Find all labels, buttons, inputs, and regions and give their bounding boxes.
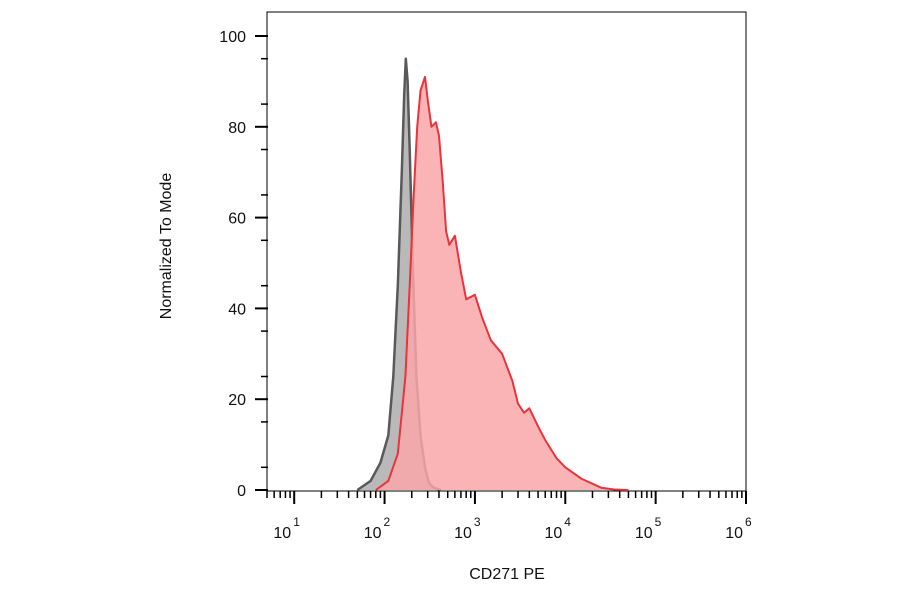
x-tick-label: 106: [725, 515, 752, 542]
series-1: [375, 75, 629, 491]
y-tick-label: 20: [228, 392, 246, 409]
x-tick-base: 10: [725, 525, 743, 542]
y-axis-title: Normalized To Mode: [158, 173, 175, 320]
x-tick-exponent: 3: [474, 515, 481, 529]
x-tick-exponent: 6: [745, 515, 752, 529]
x-tick-exponent: 4: [564, 515, 571, 529]
x-tick-exponent: 2: [384, 515, 391, 529]
y-tick-label: 80: [228, 120, 246, 137]
y-tick-label: 100: [219, 29, 246, 46]
x-tick-base: 10: [364, 525, 382, 542]
x-tick-label: 105: [635, 515, 662, 542]
x-tick-base: 10: [544, 525, 562, 542]
y-tick-label: 40: [228, 301, 246, 318]
x-tick-label: 101: [273, 515, 300, 542]
series-1-line: [375, 75, 629, 491]
x-tick-base: 10: [273, 525, 291, 542]
x-tick-exponent: 5: [655, 515, 662, 529]
y-tick-label: 0: [237, 483, 246, 500]
x-tick-label: 103: [454, 515, 481, 542]
x-tick-label: 102: [364, 515, 391, 542]
x-tick-base: 10: [454, 525, 472, 542]
x-tick-base: 10: [635, 525, 653, 542]
y-tick-label: 60: [228, 211, 246, 228]
x-axis-title: CD271 PE: [469, 566, 545, 583]
plot-frame: [266, 11, 747, 492]
x-tick-label: 104: [544, 515, 571, 542]
series-1-area: [375, 76, 629, 491]
x-tick-exponent: 1: [293, 515, 300, 529]
